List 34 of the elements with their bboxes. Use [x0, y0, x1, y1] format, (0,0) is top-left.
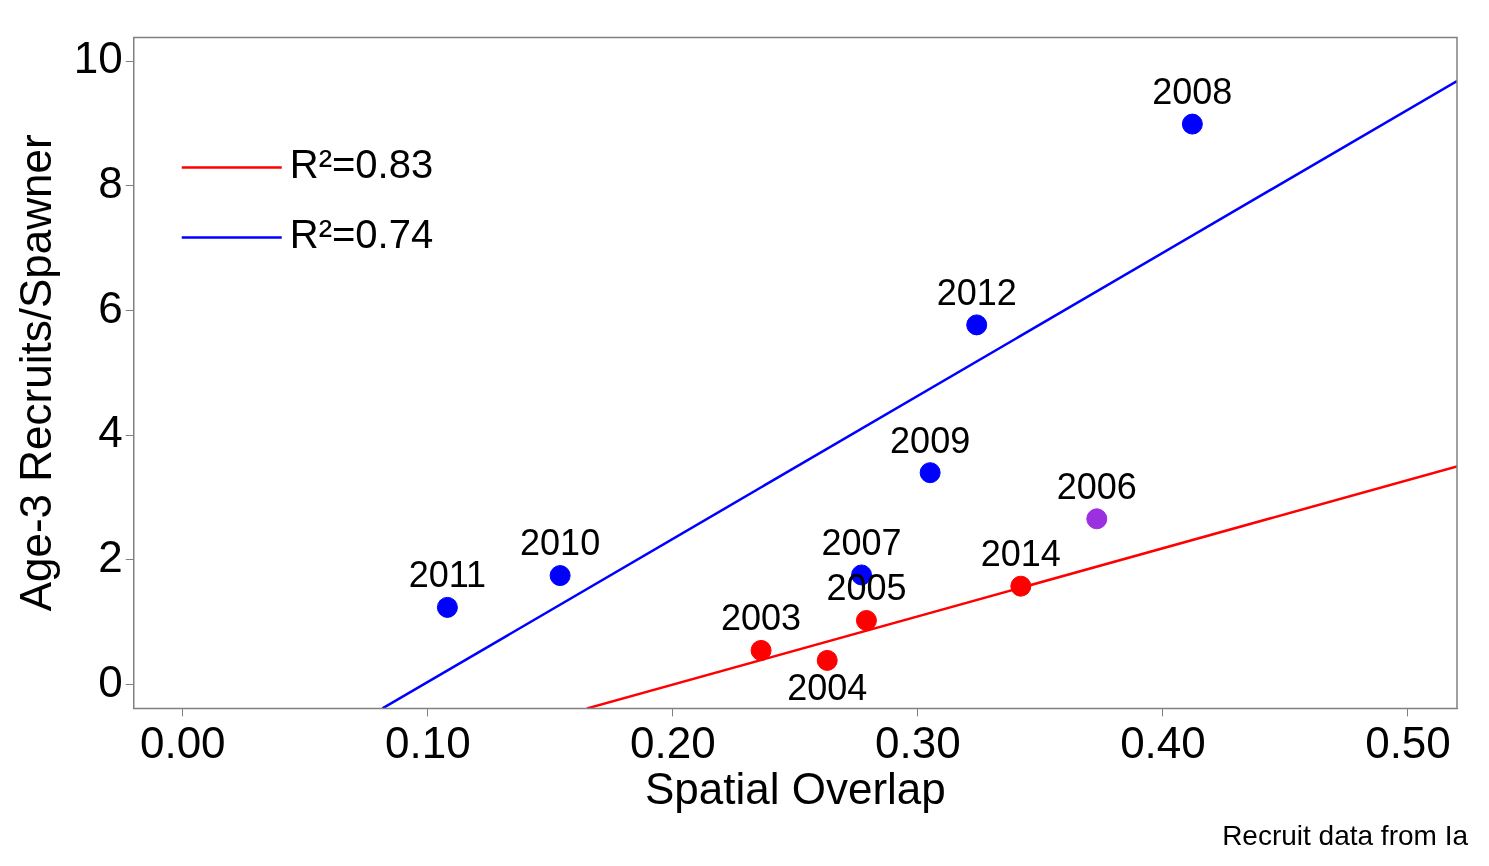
- legend-label: R²=0.74: [289, 212, 434, 257]
- x-tick-label: 0.50: [1365, 717, 1451, 767]
- y-tick-label: 10: [73, 33, 123, 83]
- y-tick-label: 4: [98, 407, 123, 457]
- x-tick-label: 0.10: [384, 717, 471, 767]
- point: [750, 639, 772, 661]
- annotation: 2003: [721, 597, 802, 639]
- point: [816, 649, 838, 671]
- point: [919, 462, 941, 484]
- y-tick-label: 0: [98, 656, 123, 706]
- point: [855, 609, 877, 631]
- text: Recruit data from Ia: [1221, 820, 1468, 852]
- point: [1181, 113, 1203, 135]
- annotation: 2005: [826, 567, 907, 609]
- annotation: 2006: [1056, 465, 1137, 507]
- x-tick-label: 0.40: [1120, 717, 1206, 767]
- annotation: 2011: [408, 554, 487, 596]
- annotation: 2014: [980, 533, 1061, 575]
- annotation: 2012: [936, 271, 1017, 313]
- y-tick-label: 8: [98, 157, 123, 207]
- legend-label: R²=0.83: [289, 142, 434, 187]
- annotation: 2008: [1152, 71, 1233, 112]
- y-tick-label: 2: [98, 532, 123, 582]
- y-tick-label: 6: [98, 282, 123, 332]
- point: [549, 565, 571, 587]
- y-axis-title: Age-3 Recruits/Spawner: [10, 134, 60, 612]
- point: [966, 314, 988, 336]
- point: [436, 596, 458, 618]
- x-tick-label: 0.00: [139, 717, 226, 767]
- annotation: 2007: [821, 521, 902, 563]
- annotation: 2004: [787, 667, 868, 709]
- annotation: 2009: [890, 419, 971, 461]
- point: [1086, 508, 1108, 530]
- annotation: 2010: [520, 522, 601, 564]
